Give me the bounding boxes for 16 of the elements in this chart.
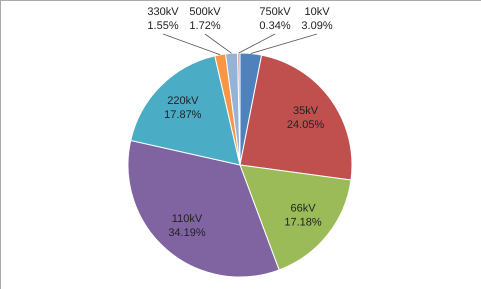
data-label: 1.72% bbox=[189, 20, 221, 32]
slice-label: 66kV bbox=[290, 202, 316, 214]
data-label: 17.87% bbox=[164, 109, 202, 122]
data-label: 34.19% bbox=[168, 226, 206, 239]
slice-label: 35kV bbox=[293, 105, 319, 118]
data-label: 0.34% bbox=[259, 20, 291, 32]
data-label: 3.09% bbox=[301, 20, 333, 32]
slice-label: 220kV bbox=[167, 95, 200, 108]
data-label: 24.05% bbox=[286, 119, 324, 132]
slice-label: 750kV bbox=[259, 6, 292, 18]
data-label: 17.18% bbox=[284, 216, 322, 228]
slice-label: 110kV bbox=[172, 212, 203, 225]
slice-label: 10kV bbox=[304, 6, 330, 18]
slice-label: 330kV bbox=[147, 6, 180, 18]
data-label: 1.55% bbox=[147, 20, 179, 32]
slice-label: 500kV bbox=[189, 6, 222, 18]
